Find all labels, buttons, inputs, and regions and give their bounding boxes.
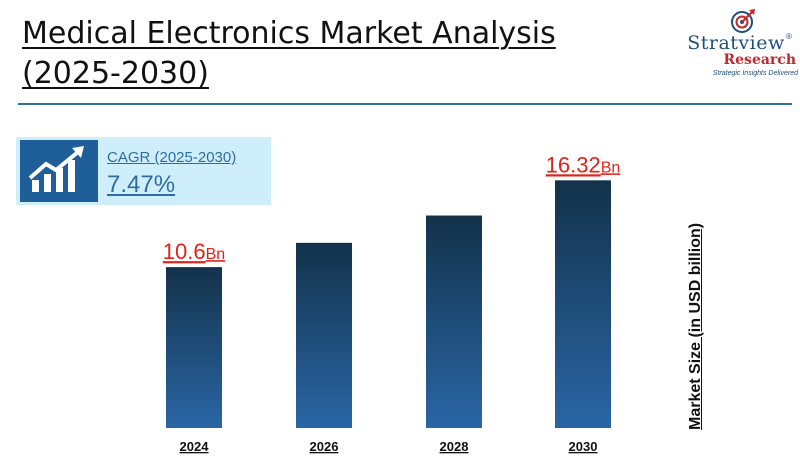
- target-icon: [731, 9, 755, 33]
- bar-2026: [296, 242, 352, 428]
- y-axis-label: Market Size (in USD billion): [687, 222, 704, 430]
- bar-2024: [166, 267, 222, 428]
- logo-research: Research: [723, 52, 796, 68]
- x-tick-label-2024: 2024: [180, 439, 210, 454]
- bar-2028: [426, 215, 482, 428]
- data-label-2030: 16.32Bn: [546, 152, 621, 177]
- bar-2030: [555, 180, 611, 428]
- data-label-2024: 10.6Bn: [163, 239, 225, 264]
- stratview-logo: Stratview ® Research Strategic Insights …: [680, 8, 798, 78]
- x-tick-label-2028: 2028: [440, 439, 469, 454]
- title-divider: [18, 103, 792, 105]
- x-tick-label-2026: 2026: [310, 439, 339, 454]
- cagr-value: 7.47%: [107, 171, 176, 198]
- logo-tagline: Strategic Insights Delivered: [712, 70, 798, 77]
- growth-chart-icon: [20, 140, 98, 202]
- cagr-panel: CAGR (2025-2030) 7.47%: [16, 137, 271, 205]
- logo-registered-mark: ®: [786, 32, 792, 41]
- x-tick-label-2030: 2030: [569, 439, 598, 454]
- page-title: Medical Electronics Market Analysis (202…: [22, 16, 556, 91]
- cagr-label: CAGR (2025-2030): [107, 149, 237, 166]
- logo-wordmark: Stratview: [687, 32, 785, 54]
